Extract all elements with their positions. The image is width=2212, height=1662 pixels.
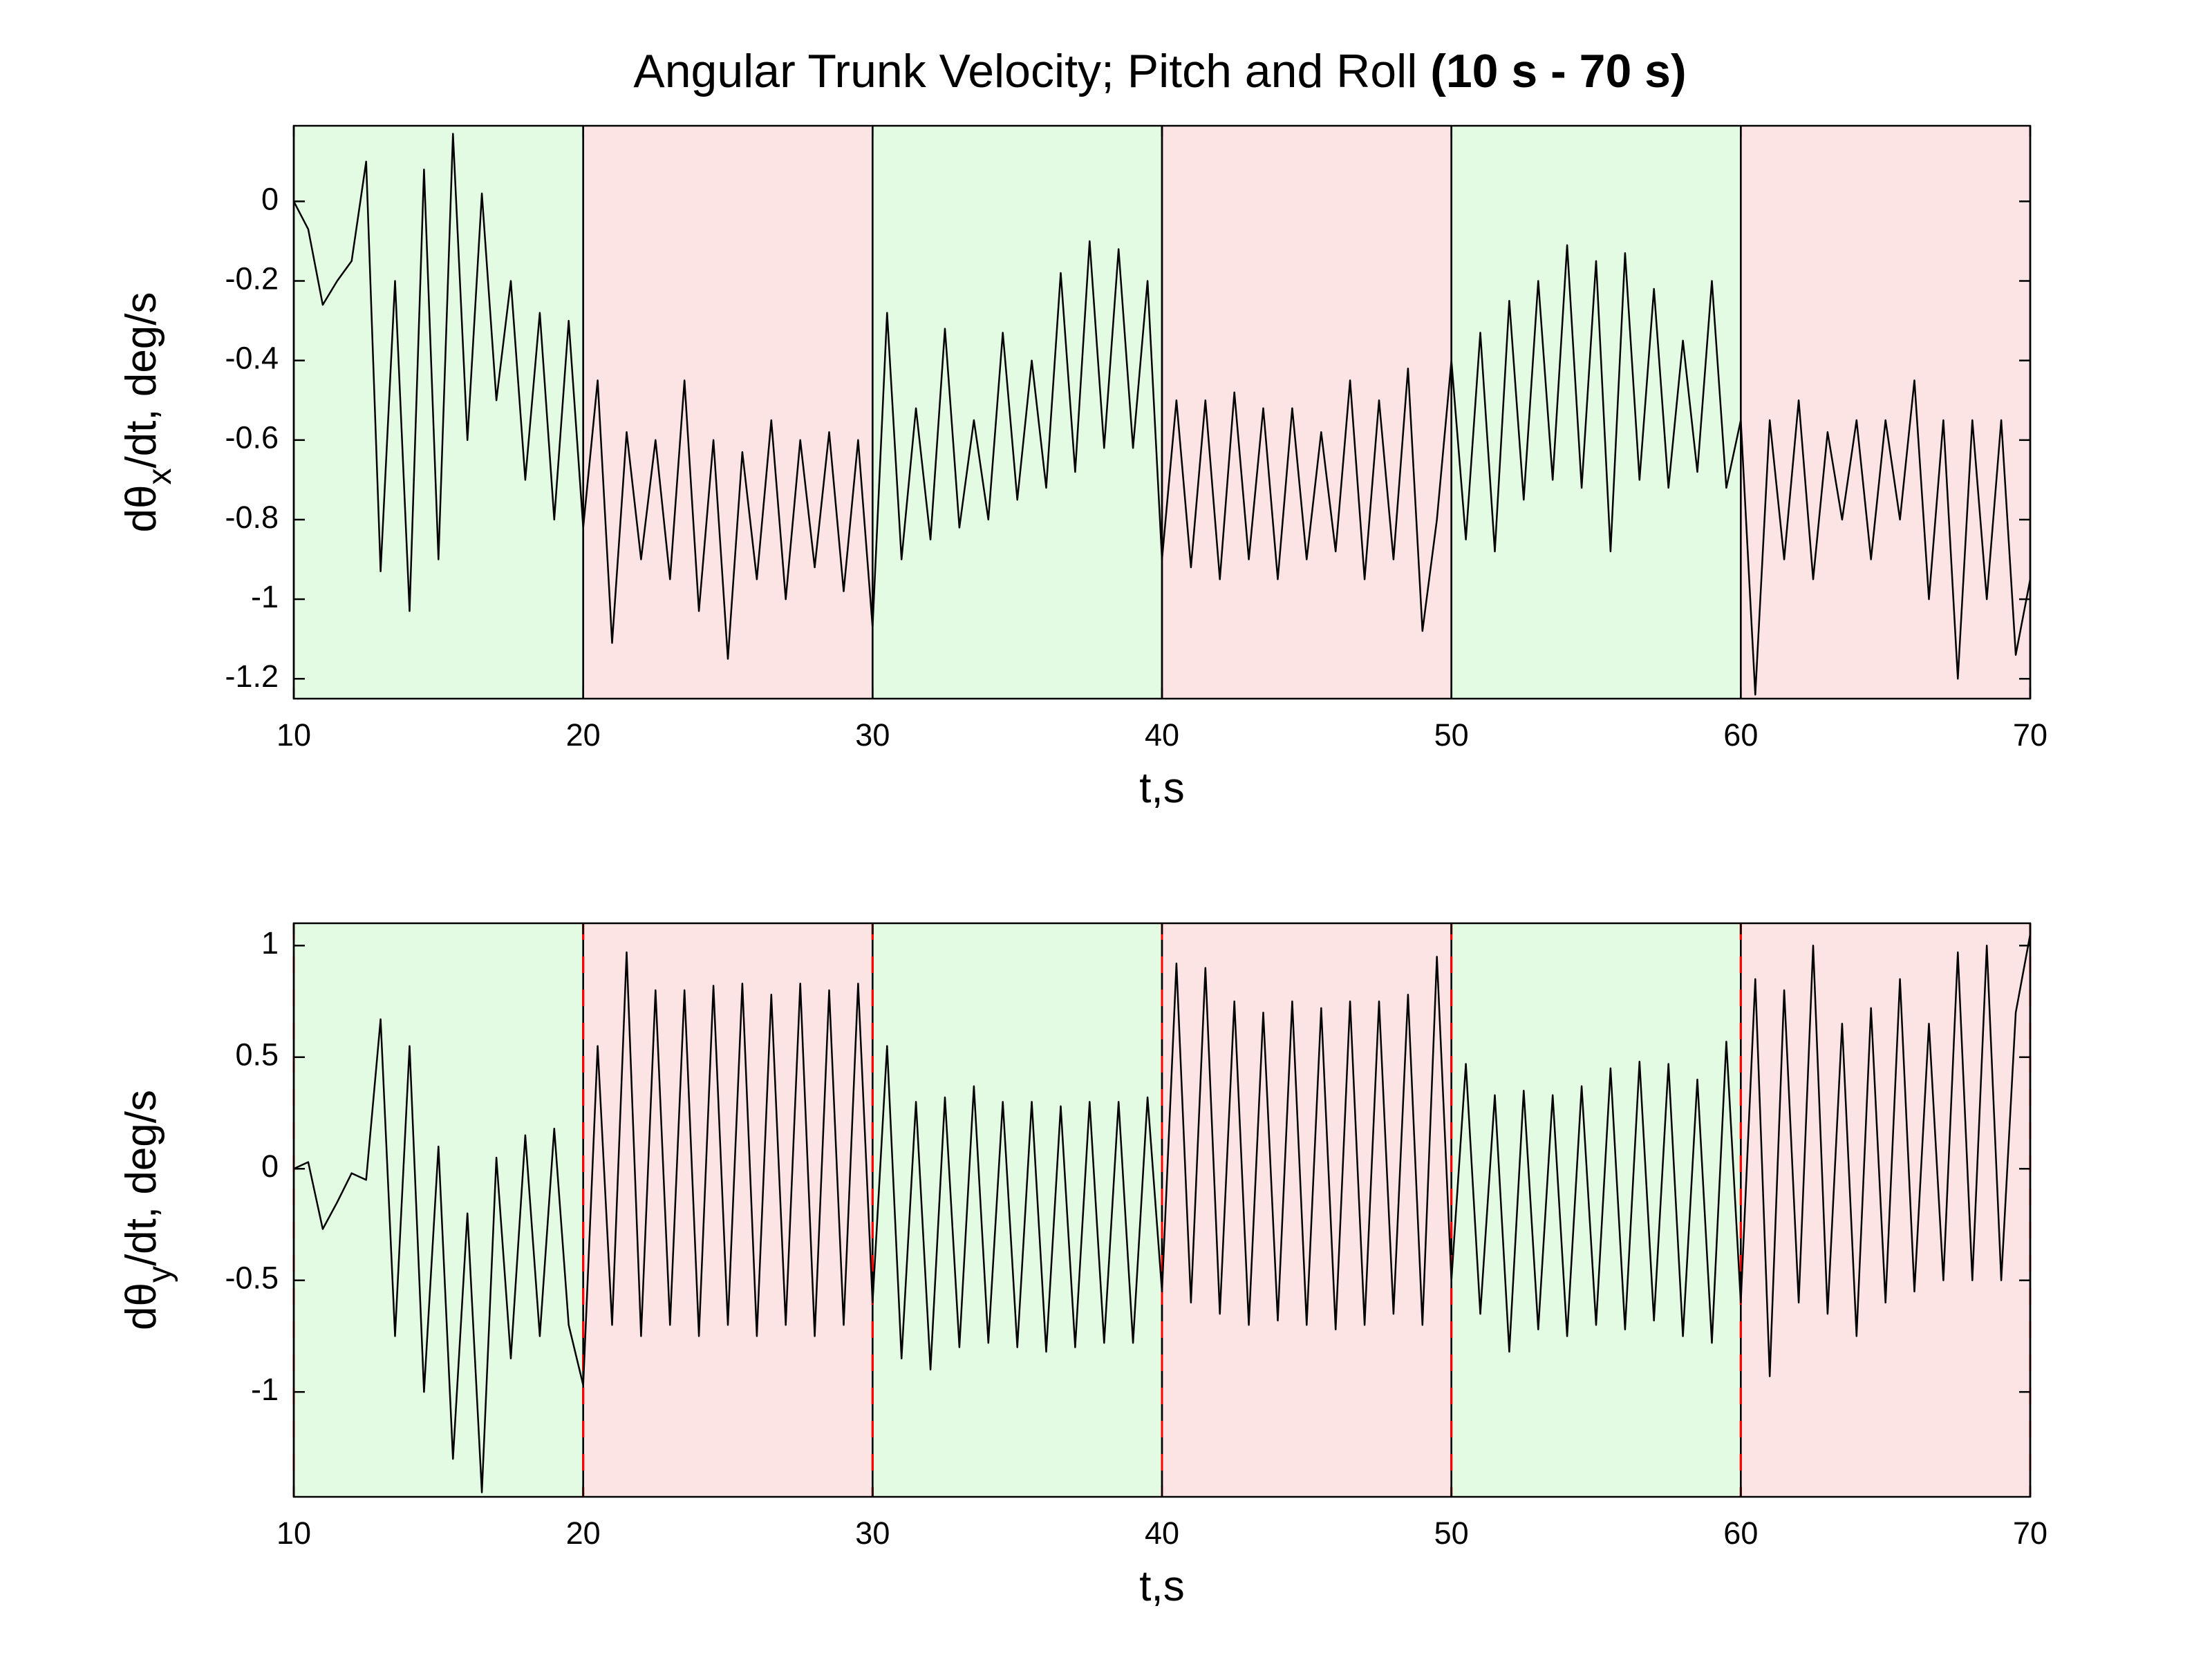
x-tick-label: 30	[855, 717, 890, 753]
data-line	[292, 133, 2032, 696]
x-tick-label: 50	[1434, 717, 1469, 753]
y-label-rest: /dt, deg/s	[118, 292, 165, 468]
region	[583, 126, 873, 699]
y-tick-label: -0.2	[225, 261, 279, 296]
region	[1741, 923, 2030, 1497]
y-tick-label: 0	[261, 1149, 279, 1184]
x-tick-label: 70	[2013, 1515, 2047, 1551]
x-tick-label: 50	[1434, 1515, 1469, 1551]
y-tick-label: -0.8	[225, 500, 279, 535]
x-axis-label: t,s	[1139, 764, 1184, 812]
x-tick-label: 40	[1145, 717, 1179, 753]
x-tick-label: 60	[1723, 1515, 1758, 1551]
y-label-rest: /dt, deg/s	[118, 1090, 165, 1266]
y-axis-label: dθy/dt, deg/s	[118, 1090, 178, 1330]
region	[1741, 126, 2030, 699]
y-tick-label: -0.6	[225, 420, 279, 455]
region	[294, 923, 583, 1497]
chart-title: Angular Trunk Velocity; Pitch and Roll (…	[633, 45, 1686, 97]
region	[1162, 126, 1452, 699]
y-tick-label: 0	[261, 181, 279, 216]
region	[1451, 126, 1741, 699]
y-label-sub: x	[142, 469, 178, 485]
region	[872, 126, 1162, 699]
x-tick-label: 10	[276, 717, 311, 753]
y-label-main: dθ	[118, 1283, 165, 1330]
y-tick-label: 1	[261, 925, 279, 961]
x-tick-label: 10	[276, 1515, 311, 1551]
title-text: Angular Trunk Velocity; Pitch and Roll	[633, 45, 1417, 97]
region	[583, 923, 873, 1497]
y-label-main: dθ	[118, 485, 165, 533]
x-tick-label: 20	[566, 717, 601, 753]
x-tick-label: 40	[1145, 1515, 1179, 1551]
region	[872, 923, 1162, 1497]
y-tick-label: 0.5	[235, 1037, 279, 1073]
y-label-sub: y	[142, 1266, 178, 1283]
y-axis-label: dθx/dt, deg/s	[118, 292, 178, 532]
x-axis-label: t,s	[1139, 1562, 1184, 1610]
region	[1451, 923, 1741, 1497]
y-tick-label: -1	[251, 579, 279, 614]
x-tick-label: 60	[1723, 717, 1758, 753]
x-tick-label: 30	[855, 1515, 890, 1551]
region	[1162, 923, 1452, 1497]
x-tick-label: 20	[566, 1515, 601, 1551]
y-tick-label: -0.5	[225, 1260, 279, 1296]
title-bold: (10 s - 70 s)	[1430, 45, 1686, 97]
y-tick-label: -1.2	[225, 659, 279, 694]
y-tick-label: -1	[251, 1372, 279, 1407]
region	[294, 126, 583, 699]
y-tick-label: -0.4	[225, 341, 279, 376]
x-tick-label: 70	[2013, 717, 2047, 753]
data-line	[293, 934, 2032, 1493]
